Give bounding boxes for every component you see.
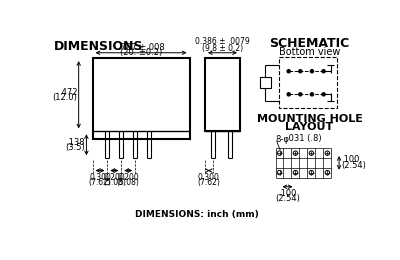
Text: .100: .100 [342, 155, 360, 164]
Text: Bottom view: Bottom view [279, 47, 340, 57]
Circle shape [287, 70, 290, 73]
Text: 0.300: 0.300 [198, 173, 220, 182]
Text: (3.5): (3.5) [65, 143, 85, 152]
Text: (9.8 ± 0.2): (9.8 ± 0.2) [202, 43, 243, 53]
Circle shape [322, 93, 325, 96]
Text: .100: .100 [278, 189, 297, 198]
Bar [93, 58, 190, 139]
Circle shape [299, 70, 302, 73]
Circle shape [310, 70, 314, 73]
Circle shape [299, 93, 302, 96]
Bar [205, 58, 240, 131]
Text: .031 (.8): .031 (.8) [286, 134, 321, 144]
Text: (20. ±0.2): (20. ±0.2) [120, 48, 162, 57]
Circle shape [287, 93, 290, 96]
Text: .787 ±.008: .787 ±.008 [118, 43, 164, 52]
Text: 0.300: 0.300 [89, 173, 111, 182]
Text: (7.62): (7.62) [198, 178, 220, 186]
Text: .472: .472 [59, 88, 77, 97]
Text: .138: .138 [66, 138, 85, 147]
Text: (5.08): (5.08) [103, 178, 126, 186]
Text: (12.0): (12.0) [52, 93, 77, 102]
Text: (2.54): (2.54) [275, 194, 300, 203]
Text: (5.08): (5.08) [117, 178, 140, 186]
Text: (7.62): (7.62) [88, 178, 112, 186]
Text: DIMENSIONS: DIMENSIONS [54, 41, 143, 54]
Text: MOUNTING HOLE: MOUNTING HOLE [257, 114, 362, 124]
Circle shape [310, 93, 314, 96]
Text: LAYOUT: LAYOUT [286, 122, 334, 132]
Text: (2.54): (2.54) [342, 161, 366, 170]
Text: 0.200: 0.200 [118, 173, 139, 182]
Text: 0.386 ± .0079: 0.386 ± .0079 [195, 37, 250, 46]
Text: 8-φ: 8-φ [276, 134, 289, 144]
Bar [260, 77, 271, 88]
Text: SCHEMATIC: SCHEMATIC [270, 37, 350, 50]
Text: DIMENSIONS: inch (mm): DIMENSIONS: inch (mm) [135, 210, 259, 219]
Circle shape [322, 70, 325, 73]
Bar [279, 57, 337, 108]
Text: 0.200: 0.200 [104, 173, 125, 182]
